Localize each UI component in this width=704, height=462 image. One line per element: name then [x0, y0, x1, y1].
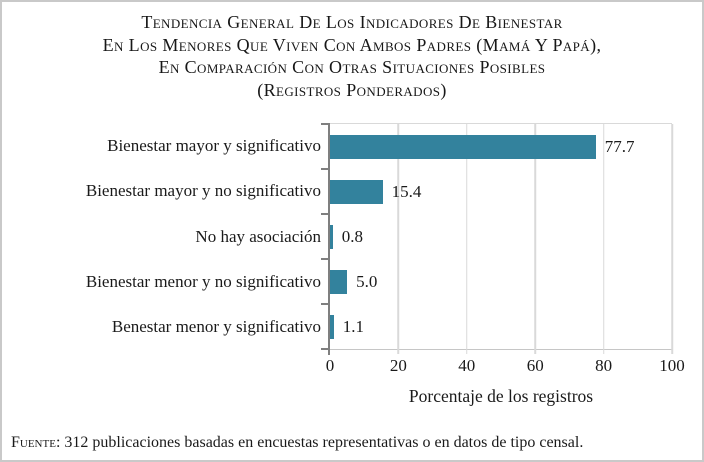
y-axis-tick — [321, 213, 329, 215]
chart-body: Bienestar mayor y significativo Bienestar… — [2, 123, 702, 407]
bar-5 — [330, 314, 334, 339]
chart-title-line: En Los Menores Que Viven Con Ambos Padre… — [102, 34, 602, 55]
x-tick-label: 20 — [389, 356, 407, 375]
gridline — [397, 124, 400, 354]
category-label: No hay asociación — [195, 226, 321, 246]
y-axis-line — [328, 123, 330, 355]
source-note: Fuente: 312 publicaciones basadas en enc… — [11, 434, 583, 452]
y-axis-tick — [321, 168, 329, 170]
gridline — [671, 124, 673, 354]
chart-title-line: En Comparación Con Otras Situaciones Pos… — [158, 57, 546, 77]
value-label: 1.1 — [342, 316, 364, 336]
value-label: 5.0 — [356, 271, 378, 291]
bar-4 — [330, 269, 348, 294]
chart-title-line: (Registros Ponderados) — [257, 79, 447, 100]
category-label: Bienestar mayor y significativo — [107, 135, 321, 155]
category-label: Benestar menor y significativo — [111, 317, 321, 337]
bar-2 — [330, 179, 383, 204]
y-axis-tick — [321, 303, 329, 305]
bar-1 — [330, 134, 596, 159]
value-label: 0.8 — [341, 226, 363, 246]
x-tick-label: 40 — [458, 356, 476, 375]
x-tick-label: 80 — [595, 356, 613, 375]
plot-column: 77.7 15.4 0.8 5.0 1.1 0 20 40 60 80 100 Porcentaj… — [321, 123, 685, 407]
plot-area: 77.7 15.4 0.8 5.0 1.1 — [321, 123, 673, 355]
category-label: Bienestar menor y no significativo — [85, 271, 321, 291]
value-label: 77.7 — [604, 136, 635, 156]
y-axis-tick — [321, 123, 329, 125]
category-labels: Bienestar mayor y significativo Bienestar… — [2, 123, 330, 350]
source-text: 312 publicaciones basadas en encuestas r… — [64, 434, 584, 451]
category-label: Bienestar mayor y no significativo — [85, 181, 321, 201]
x-tick-label: 100 — [659, 356, 685, 375]
x-axis-title: Porcentaje de los registros — [408, 386, 594, 406]
x-axis-ticks: 0 20 40 60 80 100 — [326, 354, 685, 378]
chart-title-line: Tendencia General De Los Indicadores De … — [141, 12, 563, 32]
value-label: 15.4 — [391, 181, 422, 201]
x-tick-label: 60 — [526, 356, 544, 375]
gridline — [534, 124, 536, 354]
bar-3 — [330, 224, 333, 249]
chart-title: Tendencia General De Los Indicadores De … — [2, 11, 702, 101]
y-axis-tick — [321, 348, 329, 350]
source-prefix: Fuente: — [11, 434, 61, 451]
y-axis-tick — [321, 258, 329, 260]
gridline — [466, 124, 468, 354]
x-tick-label: 0 — [325, 356, 335, 375]
gridline — [602, 124, 605, 354]
